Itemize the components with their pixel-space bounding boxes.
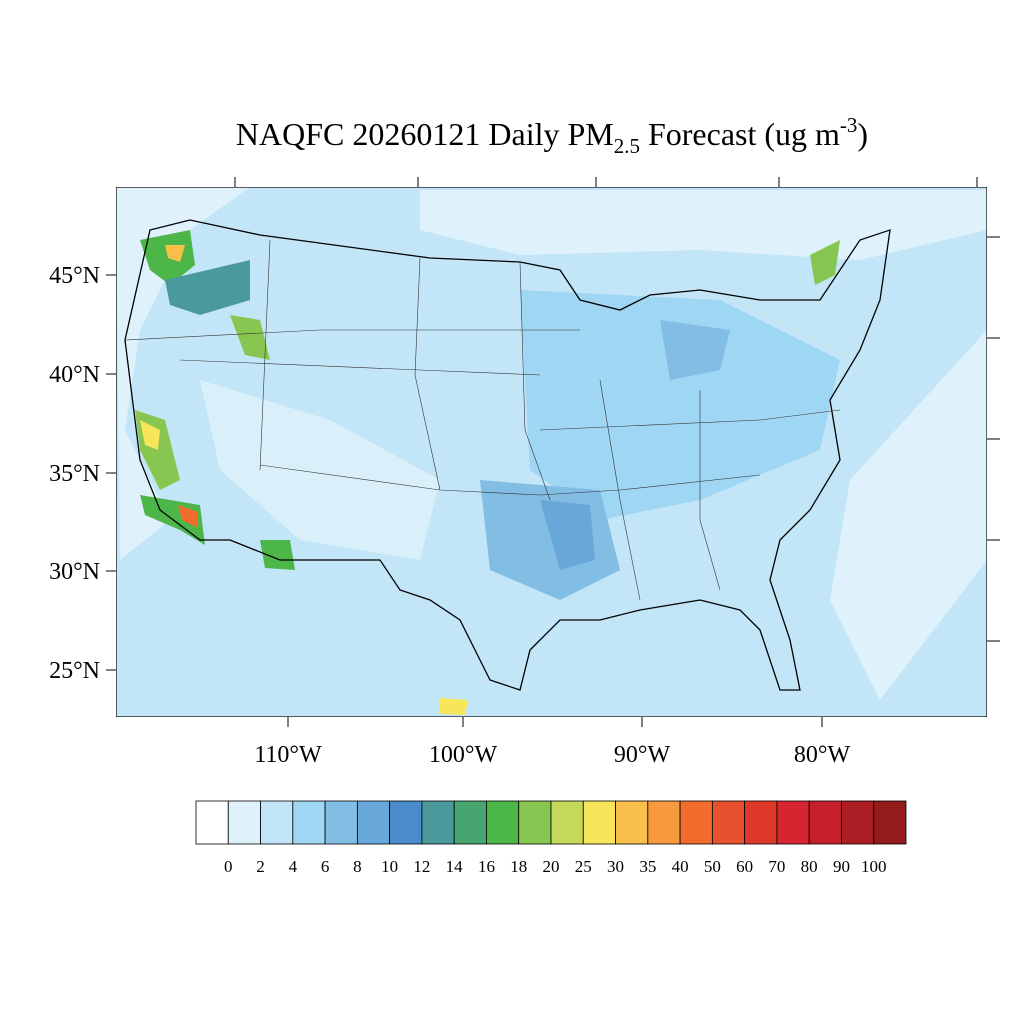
colorbar-label: 70	[768, 857, 785, 876]
colorbar-label: 40	[672, 857, 689, 876]
colorbar-box	[841, 800, 875, 845]
colorbar-label: 2	[256, 857, 265, 876]
title-superscript: -3	[840, 113, 858, 137]
colorbar-box	[356, 800, 391, 845]
colorbar-label: 14	[446, 857, 464, 876]
colorbar-label: 12	[413, 857, 430, 876]
colorbar-label: 90	[833, 857, 850, 876]
lat-label: 35°N	[49, 461, 100, 487]
colorbar-box	[389, 800, 423, 845]
map-title: NAQFC 20260121 Daily PM2.5 Forecast (ug …	[236, 113, 868, 158]
colorbar-box	[421, 800, 455, 845]
hotspot-seattle	[140, 230, 195, 285]
colorbar-label: 18	[510, 857, 527, 876]
colorbar-box	[873, 800, 907, 845]
colorbar-label: 100	[861, 857, 887, 876]
hotspot-mexico	[440, 698, 468, 715]
colorbar-label: 60	[736, 857, 753, 876]
colorbar-box	[518, 800, 552, 845]
midwest	[520, 290, 840, 520]
lat-label: 25°N	[49, 658, 100, 684]
hotspot-idaho	[230, 315, 270, 360]
colorbar: 0 2 4 6 8 10 12 14 16 18 20 25 30 35 40 50 60 70 80 90 100	[195, 800, 907, 876]
graticule-labels: 45°N 40°N 35°N 30°N 25°N 110°W 100°W 90°W 80°W	[49, 263, 850, 768]
colorbar-label: 10	[381, 857, 398, 876]
colorbar-box	[195, 800, 229, 845]
colorbar-label: 35	[639, 857, 656, 876]
southwest-low	[200, 380, 440, 560]
colorbar-label: 4	[289, 857, 298, 876]
colorbar-box	[711, 800, 746, 845]
colorbar-label: 20	[543, 857, 560, 876]
lat-label: 45°N	[49, 263, 100, 289]
coastline	[124, 219, 891, 691]
colorbar-label: 8	[353, 857, 362, 876]
colorbar-box	[324, 800, 358, 845]
colorbar-box	[776, 800, 810, 845]
title-text: NAQFC 20260121 Daily PM	[236, 116, 614, 152]
title-subscript: 2.5	[614, 134, 640, 158]
hotspot-phoenix	[260, 540, 295, 570]
colorbar-label: 6	[321, 857, 330, 876]
lon-label: 80°W	[794, 742, 851, 768]
colorbar-box	[453, 800, 487, 845]
colorbar-box	[679, 800, 713, 845]
lon-label: 110°W	[254, 742, 322, 768]
state-borders	[124, 239, 841, 601]
ocean-atlantic	[830, 330, 987, 700]
lat-label: 30°N	[49, 559, 100, 585]
hotspot-seattle-core	[165, 245, 185, 262]
colorbar-label: 30	[607, 857, 624, 876]
colorbar-label: 25	[575, 857, 592, 876]
colorbar-box	[486, 800, 520, 845]
hotspot-la-core	[178, 505, 198, 528]
colorbar-label: 80	[801, 857, 818, 876]
great-lakes	[660, 320, 730, 380]
lon-label: 90°W	[614, 742, 671, 768]
colorbar-box	[647, 800, 681, 845]
colorbar-label: 50	[704, 857, 721, 876]
hotspot	[540, 500, 595, 570]
colorbar-box	[615, 800, 649, 845]
colorbar-label: 0	[224, 857, 233, 876]
canada	[420, 190, 987, 260]
colorbar-box	[808, 800, 842, 845]
ocean-west	[116, 187, 300, 717]
ocean-west-clean	[116, 187, 250, 560]
graticule-ticks	[106, 177, 1000, 727]
colorbar-box	[582, 800, 616, 845]
title-text: Forecast (ug m	[640, 116, 840, 152]
colorbar-box	[744, 800, 778, 845]
colorbar-box	[550, 800, 584, 845]
lon-label: 100°W	[429, 742, 498, 768]
title-text: )	[857, 116, 868, 152]
hotspot-california-core	[140, 420, 160, 450]
gulf	[500, 560, 987, 717]
colorbar-box	[227, 800, 261, 845]
colorbar-box	[260, 800, 294, 845]
hotspot-montreal	[810, 240, 840, 285]
map-panel	[106, 177, 1000, 727]
lat-label: 40°N	[49, 362, 100, 388]
colorbar-box	[292, 800, 326, 845]
colorbar-label: 16	[478, 857, 495, 876]
hotspot-oregon	[165, 260, 250, 315]
